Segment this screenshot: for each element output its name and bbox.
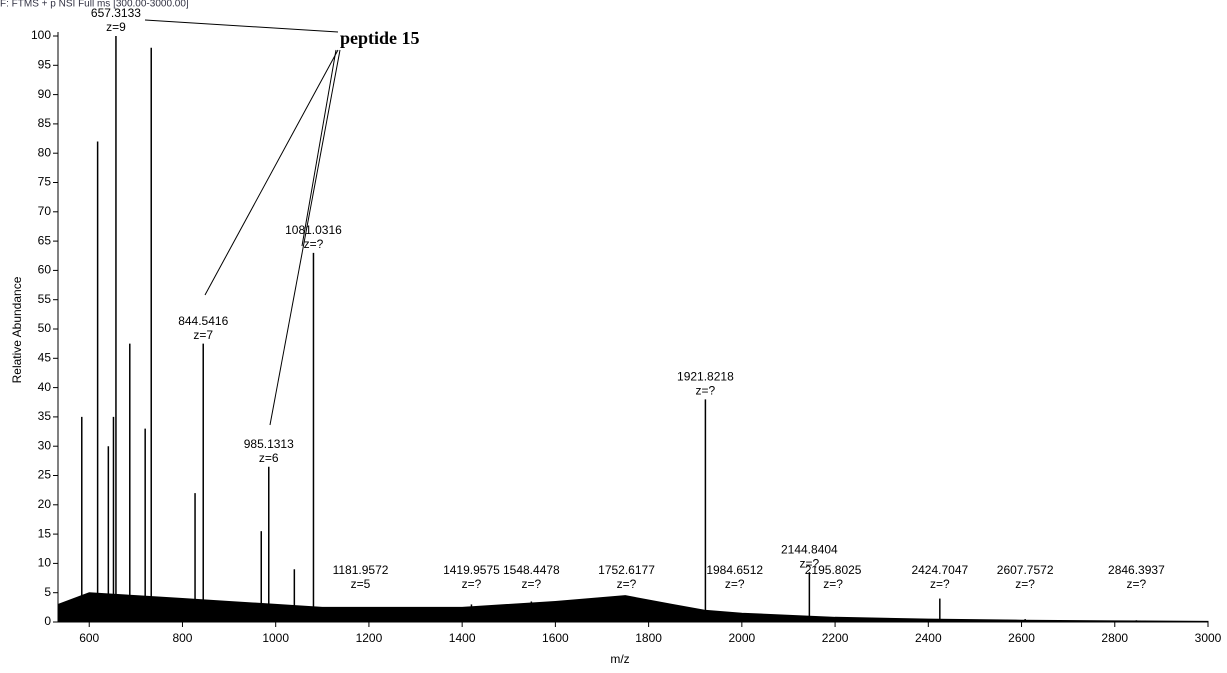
peak-z-label: z=? [823, 577, 843, 591]
peak-z-label: z=? [522, 577, 542, 591]
peak-z-label: z=6 [259, 451, 279, 465]
x-tick-label: 1000 [262, 631, 289, 645]
peak-z-label: z=? [930, 577, 950, 591]
y-tick-label: 25 [38, 468, 52, 482]
peak-z-label: z=? [696, 383, 716, 397]
peak-mz-label: 2607.7572 [997, 563, 1054, 577]
x-tick-label: 1800 [635, 631, 662, 645]
y-tick-label: 85 [38, 116, 52, 130]
y-tick-label: 60 [38, 263, 52, 277]
y-tick-label: 95 [38, 57, 52, 71]
y-tick-label: 10 [38, 556, 52, 570]
y-tick-label: 40 [38, 380, 52, 394]
y-tick-label: 5 [44, 585, 51, 599]
x-tick-label: 1400 [449, 631, 476, 645]
y-tick-label: 15 [38, 526, 52, 540]
y-tick-label: 75 [38, 175, 52, 189]
y-tick-label: 20 [38, 497, 52, 511]
x-tick-label: 2200 [822, 631, 849, 645]
noise-baseline [57, 592, 1209, 623]
x-tick-label: 600 [79, 631, 99, 645]
x-axis-label: m/z [610, 652, 629, 666]
y-tick-label: 65 [38, 233, 52, 247]
y-tick-label: 30 [38, 438, 52, 452]
peak-z-label: z=? [304, 237, 324, 251]
peak-z-label: z=7 [193, 328, 213, 342]
peak-mz-label: 2144.8404 [781, 542, 838, 556]
y-tick-label: 70 [38, 204, 52, 218]
y-tick-label: 80 [38, 145, 52, 159]
y-axis-label: Relative Abundance [10, 276, 24, 383]
scan-title: F: FTMS + p NSI Full ms [300.00-3000.00] [0, 0, 189, 10]
peak-mz-label: 1181.9572 [333, 563, 389, 577]
peak-mz-label: 1419.9575 [443, 563, 500, 577]
peak-mz-label: 985.1313 [244, 437, 294, 451]
peak-z-label: z=? [725, 577, 745, 591]
peak-z-label: z=? [800, 556, 820, 570]
peak-z-label: z=? [1127, 577, 1147, 591]
peak-mz-label: 2195.8025 [805, 563, 862, 577]
x-tick-label: 800 [172, 631, 192, 645]
y-tick-label: 0 [44, 614, 51, 628]
x-tick-label: 3000 [1195, 631, 1222, 645]
x-tick-label: 1200 [356, 631, 383, 645]
peak-z-label: z=9 [106, 20, 126, 34]
x-tick-label: 2000 [728, 631, 755, 645]
y-tick-label: 45 [38, 350, 52, 364]
peak-z-label: z=? [462, 577, 482, 591]
peak-z-label: z=? [1015, 577, 1035, 591]
peak-mz-label: 2846.3937 [1108, 563, 1165, 577]
peak-mz-label: 1548.4478 [503, 563, 560, 577]
y-tick-label: 35 [38, 409, 52, 423]
y-tick-label: 90 [38, 87, 52, 101]
peak-mz-label: 2424.7047 [911, 563, 968, 577]
peak-mz-label: 1984.6512 [706, 563, 763, 577]
peak-mz-label: 1081.0316 [285, 223, 342, 237]
y-tick-label: 100 [31, 28, 51, 42]
y-tick-label: 55 [38, 292, 52, 306]
y-tick-label: 50 [38, 321, 52, 335]
annotation: peptide 15 [340, 28, 420, 48]
peak-z-label: z=? [617, 577, 637, 591]
peak-mz-label: 1752.6177 [598, 563, 655, 577]
x-tick-label: 2600 [1008, 631, 1035, 645]
peak-z-label: z=5 [351, 577, 371, 591]
peak-mz-label: 844.5416 [178, 314, 228, 328]
x-tick-label: 2800 [1101, 631, 1128, 645]
peak-mz-label: 657.3133 [91, 6, 141, 20]
x-tick-label: 1600 [542, 631, 569, 645]
annotation-lines [144, 19, 341, 426]
x-tick-label: 2400 [915, 631, 942, 645]
peak-mz-label: 1921.8218 [677, 369, 734, 383]
